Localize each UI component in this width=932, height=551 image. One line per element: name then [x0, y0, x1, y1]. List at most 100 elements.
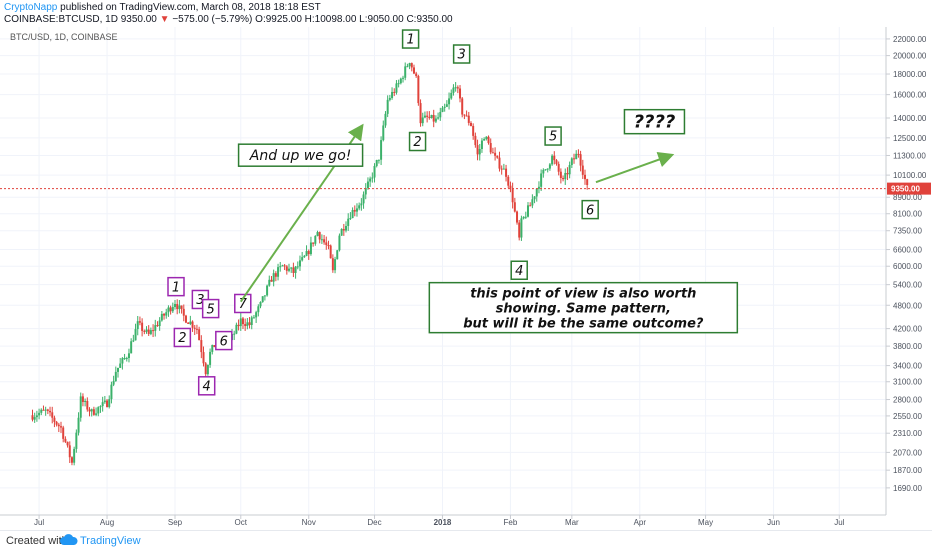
candle-body [106, 400, 109, 408]
candle-body [160, 313, 163, 321]
candle-body [53, 417, 56, 422]
symbol-label: COINBASE:BTCUSD, 1D [4, 14, 118, 25]
candle-body [263, 295, 266, 297]
candle-body [55, 421, 58, 425]
candle-body [152, 330, 155, 332]
y-tick-label: 3400.00 [893, 362, 922, 371]
candle-body [285, 266, 288, 271]
candle-body [461, 98, 464, 115]
y-tick-label: 10100.00 [893, 171, 927, 180]
y-tick-label: 5400.00 [893, 281, 922, 290]
author-link[interactable]: CryptoNapp [4, 2, 58, 13]
candle-body [189, 321, 192, 324]
candle-body [452, 87, 455, 93]
candle-body [456, 87, 459, 89]
wave-label-green-5-text: 5 [549, 130, 557, 145]
candle-body [79, 396, 82, 418]
candle-body [395, 83, 398, 93]
candle-body [130, 341, 133, 354]
x-tick-label: Feb [504, 518, 518, 527]
candle-body [362, 194, 365, 204]
candle-body [469, 122, 472, 126]
candle-body [178, 305, 181, 310]
candle-body [323, 239, 326, 243]
wave-label-purple-7-box [234, 293, 252, 314]
chart-header: CryptoNapp published on TradingView.com,… [0, 0, 932, 26]
last-price-badge: 9350.00 [887, 182, 931, 195]
price-chart[interactable]: BTC/USD, 1D, COINBASE 1690.00 1870.00 2070… [0, 27, 932, 529]
candle-body [75, 432, 78, 449]
and-up-callout: And up we go! [237, 143, 364, 167]
candle-body [535, 188, 538, 197]
candle-body [266, 285, 269, 296]
candle-body [331, 258, 334, 271]
candle-body [92, 409, 95, 415]
candle-body [261, 296, 264, 302]
candle-body [62, 427, 65, 439]
candle-body [524, 216, 527, 218]
candle-body [467, 115, 470, 123]
candle-body [412, 67, 415, 74]
candle-body [31, 415, 34, 420]
candle-body [257, 306, 260, 313]
candle-body [564, 172, 567, 180]
y-tick-label: 7350.00 [893, 227, 922, 236]
candle-body [180, 305, 183, 309]
candle-body [270, 279, 273, 282]
candle-body [404, 66, 407, 78]
candle-body [320, 239, 323, 241]
wave-label-green-4: 4 [510, 260, 528, 281]
candle-body [360, 203, 363, 206]
candle-body [327, 245, 330, 247]
candle-body [329, 245, 332, 259]
candle-body [391, 91, 394, 98]
candle-body [553, 155, 556, 161]
x-tick-label: May [698, 518, 713, 527]
wave-label-purple-6: 6 [215, 330, 233, 351]
candle-body [393, 91, 396, 93]
candle-body [375, 160, 378, 166]
candle-body [44, 409, 47, 411]
drawing-annotations: 1 2 3 4 5 6 1 2 3 4 5 6 7 And up we go!???? this point… [167, 29, 739, 396]
candle-body [42, 409, 45, 411]
candle-body [568, 165, 571, 175]
candle-body [33, 417, 36, 420]
candle-body [143, 330, 146, 332]
candle-body [134, 329, 137, 341]
wave-label-purple-5: 5 [201, 298, 220, 319]
candle-body [347, 218, 350, 226]
x-tick-label: Aug [100, 518, 114, 527]
candle-body [259, 301, 262, 307]
candle-body [382, 125, 385, 141]
candle-body [35, 415, 38, 418]
tradingview-brand-link[interactable]: TradingView [80, 535, 141, 547]
y-tick-label: 4800.00 [893, 301, 922, 310]
candle-body [119, 363, 122, 368]
candle-body [586, 179, 589, 186]
candle-body [533, 196, 536, 200]
candle-body [290, 267, 293, 269]
candle-body [211, 345, 214, 352]
candle-body [397, 83, 400, 85]
candle-body [68, 445, 71, 458]
candle-body [38, 412, 41, 416]
candle-body [97, 407, 100, 414]
y-tick-label: 1690.00 [893, 484, 922, 493]
x-tick-label: Apr [634, 518, 647, 527]
note-line-1: this point of view is also worth [470, 287, 696, 302]
candle-body [145, 329, 148, 332]
candle-body [419, 103, 422, 124]
wave-label-purple-7-text: 7 [239, 297, 248, 312]
candle-body [437, 117, 440, 119]
candle-body [439, 111, 442, 118]
candle-body [149, 330, 152, 334]
candle-body [309, 242, 312, 255]
candle-body [156, 325, 159, 327]
ohlc-line: COINBASE:BTCUSD, 1D 9350.00 ▼ −575.00 (−… [4, 14, 453, 25]
wave-label-purple-7: 7 [234, 293, 252, 314]
candle-body [301, 257, 304, 261]
wave-label-purple-4-box [197, 376, 216, 396]
candle-body [511, 188, 514, 203]
candle-body [206, 364, 209, 375]
candle-body [103, 400, 106, 403]
